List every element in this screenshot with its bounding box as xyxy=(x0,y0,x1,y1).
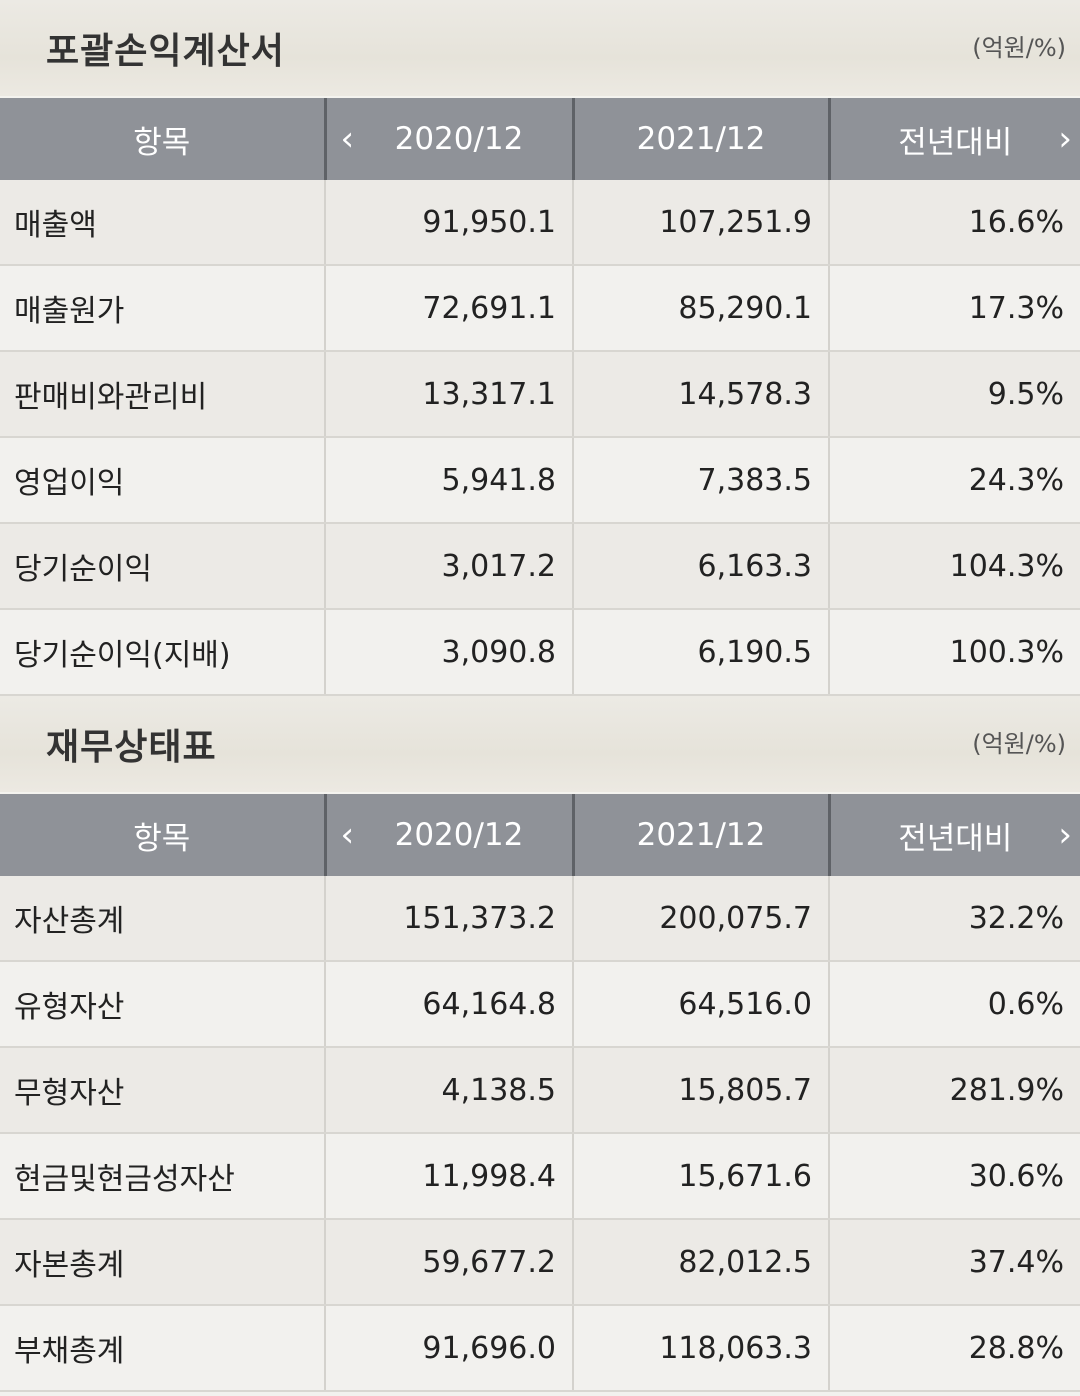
row-label: 당기순이익 xyxy=(0,523,326,610)
column-header-yoy-label: 전년대비 xyxy=(898,124,1013,161)
column-header-item-label: 항목 xyxy=(133,820,191,857)
row-label: 판매비와관리비 xyxy=(0,351,326,438)
value-2020: 91,696.0 xyxy=(325,1305,574,1392)
column-header-item-label: 항목 xyxy=(133,124,191,161)
value-2021: 64,516.0 xyxy=(573,961,830,1048)
income-statement-header: 포괄손익계산서 (억원/%) xyxy=(0,0,1080,98)
value-yoy: 100.3% xyxy=(829,609,1080,696)
column-header-yoy: 전년대비 › xyxy=(829,98,1080,180)
column-header-year1-label: 2020/12 xyxy=(394,817,524,853)
value-2020: 3,090.8 xyxy=(325,609,574,696)
value-yoy: 0.6% xyxy=(829,961,1080,1048)
value-yoy: 32.2% xyxy=(829,876,1080,962)
column-header-year1-label: 2020/12 xyxy=(394,121,524,157)
value-2020: 4,138.5 xyxy=(325,1047,574,1134)
balance-sheet-unit: (억원/%) xyxy=(972,730,1066,758)
table-row: 매출원가 72,691.1 85,290.1 17.3% xyxy=(0,265,1080,352)
value-2020: 151,373.2 xyxy=(325,876,574,962)
value-2020: 11,998.4 xyxy=(325,1133,574,1220)
value-2021: 7,383.5 xyxy=(573,437,830,524)
chevron-left-icon[interactable]: ‹ xyxy=(340,815,355,855)
row-label: 현금및현금성자산 xyxy=(0,1133,326,1220)
value-2021: 118,063.3 xyxy=(573,1305,830,1392)
value-2021: 200,075.7 xyxy=(573,876,830,962)
value-yoy: 104.3% xyxy=(829,523,1080,610)
value-2021: 6,190.5 xyxy=(573,609,830,696)
value-2020: 64,164.8 xyxy=(325,961,574,1048)
value-yoy: 30.6% xyxy=(829,1133,1080,1220)
chevron-right-icon[interactable]: › xyxy=(1058,119,1072,159)
table-row: 자산총계 151,373.2 200,075.7 32.2% xyxy=(0,876,1080,962)
value-yoy: 281.9% xyxy=(829,1047,1080,1134)
column-header-year2-label: 2021/12 xyxy=(636,121,766,157)
value-2020: 72,691.1 xyxy=(325,265,574,352)
value-2020: 3,017.2 xyxy=(325,523,574,610)
column-header-year1: ‹ 2020/12 xyxy=(325,98,575,180)
column-header-yoy: 전년대비 › xyxy=(829,794,1080,876)
value-2021: 14,578.3 xyxy=(573,351,830,438)
column-header-year2: 2021/12 xyxy=(573,794,831,876)
table-row: 판매비와관리비 13,317.1 14,578.3 9.5% xyxy=(0,351,1080,438)
row-label: 자본총계 xyxy=(0,1219,326,1306)
column-header-yoy-label: 전년대비 xyxy=(898,820,1013,857)
row-label: 매출액 xyxy=(0,180,326,266)
value-2021: 85,290.1 xyxy=(573,265,830,352)
value-yoy: 17.3% xyxy=(829,265,1080,352)
value-2021: 107,251.9 xyxy=(573,180,830,266)
row-label: 매출원가 xyxy=(0,265,326,352)
value-2020: 13,317.1 xyxy=(325,351,574,438)
table-header-row: 항목 ‹ 2020/12 2021/12 전년대비 › xyxy=(0,98,1080,180)
balance-sheet-table: 항목 ‹ 2020/12 2021/12 전년대비 › 자산총계 151,373… xyxy=(0,794,1080,1392)
column-header-year2: 2021/12 xyxy=(573,98,831,180)
column-header-year2-label: 2021/12 xyxy=(636,817,766,853)
value-yoy: 9.5% xyxy=(829,351,1080,438)
value-yoy: 16.6% xyxy=(829,180,1080,266)
table-row: 영업이익 5,941.8 7,383.5 24.3% xyxy=(0,437,1080,524)
row-label: 무형자산 xyxy=(0,1047,326,1134)
table-row: 당기순이익 3,017.2 6,163.3 104.3% xyxy=(0,523,1080,610)
table-row: 매출액 91,950.1 107,251.9 16.6% xyxy=(0,180,1080,266)
value-2020: 59,677.2 xyxy=(325,1219,574,1306)
row-label: 자산총계 xyxy=(0,876,326,962)
row-label: 유형자산 xyxy=(0,961,326,1048)
column-header-item: 항목 xyxy=(0,98,327,180)
row-label: 영업이익 xyxy=(0,437,326,524)
column-header-year1: ‹ 2020/12 xyxy=(325,794,575,876)
table-row: 무형자산 4,138.5 15,805.7 281.9% xyxy=(0,1047,1080,1134)
value-yoy: 28.8% xyxy=(829,1305,1080,1392)
value-2020: 5,941.8 xyxy=(325,437,574,524)
balance-sheet-title: 재무상태표 xyxy=(46,727,217,768)
value-yoy: 24.3% xyxy=(829,437,1080,524)
table-header-row: 항목 ‹ 2020/12 2021/12 전년대비 › xyxy=(0,794,1080,876)
table-row: 부채총계 91,696.0 118,063.3 28.8% xyxy=(0,1305,1080,1392)
table-row: 현금및현금성자산 11,998.4 15,671.6 30.6% xyxy=(0,1133,1080,1220)
income-statement-table: 항목 ‹ 2020/12 2021/12 전년대비 › 매출액 91,950.1… xyxy=(0,98,1080,696)
table-row: 당기순이익(지배) 3,090.8 6,190.5 100.3% xyxy=(0,609,1080,696)
row-label: 당기순이익(지배) xyxy=(0,609,326,696)
value-yoy: 37.4% xyxy=(829,1219,1080,1306)
value-2021: 15,671.6 xyxy=(573,1133,830,1220)
row-label: 부채총계 xyxy=(0,1305,326,1392)
income-statement-unit: (억원/%) xyxy=(972,34,1066,62)
value-2021: 82,012.5 xyxy=(573,1219,830,1306)
income-statement-title: 포괄손익계산서 xyxy=(46,31,285,72)
column-header-item: 항목 xyxy=(0,794,327,876)
balance-sheet-header: 재무상태표 (억원/%) xyxy=(0,696,1080,794)
table-row: 유형자산 64,164.8 64,516.0 0.6% xyxy=(0,961,1080,1048)
chevron-right-icon[interactable]: › xyxy=(1058,815,1072,855)
value-2021: 6,163.3 xyxy=(573,523,830,610)
value-2020: 91,950.1 xyxy=(325,180,574,266)
chevron-left-icon[interactable]: ‹ xyxy=(340,119,355,159)
table-row: 자본총계 59,677.2 82,012.5 37.4% xyxy=(0,1219,1080,1306)
value-2021: 15,805.7 xyxy=(573,1047,830,1134)
